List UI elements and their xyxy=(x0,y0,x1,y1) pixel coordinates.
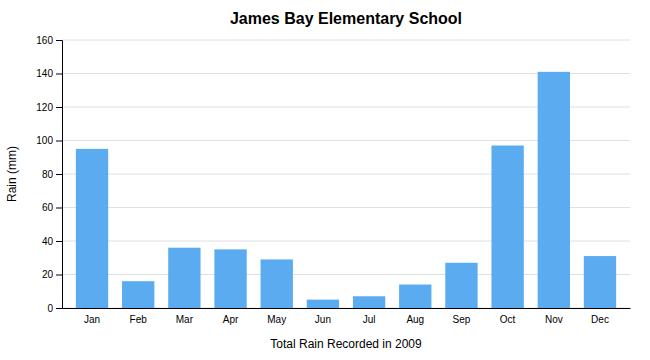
bar xyxy=(353,296,385,308)
tick-label: 160 xyxy=(36,35,53,46)
tick: Sep xyxy=(453,314,471,325)
tick-label: Apr xyxy=(223,314,239,325)
axis-line xyxy=(56,41,63,309)
tick-label: Nov xyxy=(545,314,563,325)
tick-label: 80 xyxy=(42,169,54,180)
tick-label: Feb xyxy=(130,314,148,325)
tick: 120 xyxy=(36,102,62,113)
tick-label: Mar xyxy=(176,314,194,325)
bar xyxy=(584,256,616,308)
tick-label: Jul xyxy=(363,314,376,325)
tick-mark xyxy=(56,241,62,242)
tick-label: Oct xyxy=(500,314,516,325)
bar xyxy=(214,249,246,308)
tick-label: May xyxy=(267,314,286,325)
tick-label: 120 xyxy=(36,102,53,113)
bar xyxy=(261,259,293,308)
tick-mark xyxy=(56,40,62,41)
tick-label: Sep xyxy=(453,314,471,325)
x-axis: Jan Feb Mar Apr May Jun Jul Aug Sep Oct Nov Dec xyxy=(63,309,631,326)
bar xyxy=(538,72,570,308)
tick-label: 40 xyxy=(42,236,54,247)
tick-label: Jun xyxy=(315,314,331,325)
tick: Jul xyxy=(363,314,376,325)
tick: 20 xyxy=(42,269,62,280)
bar xyxy=(307,300,339,308)
tick-label: 0 xyxy=(47,303,53,314)
tick-label: 60 xyxy=(42,202,54,213)
tick-label: Aug xyxy=(406,314,424,325)
y-label: Rain (mm) xyxy=(5,146,19,202)
tick-mark xyxy=(56,174,62,175)
tick: 160 xyxy=(36,35,62,46)
tick: 40 xyxy=(42,236,62,247)
tick-label: 100 xyxy=(36,135,53,146)
tick-label: 140 xyxy=(36,68,53,79)
plot-area: 020406080100120140160JanFebMarAprMayJunJ… xyxy=(36,35,630,325)
tick: Feb xyxy=(130,314,148,325)
bar xyxy=(445,263,477,308)
tick-mark xyxy=(56,275,62,276)
tick: Mar xyxy=(176,314,194,325)
bars xyxy=(76,72,616,308)
bar xyxy=(122,281,154,308)
tick: Nov xyxy=(545,314,563,325)
tick-mark xyxy=(56,208,62,209)
tick: 60 xyxy=(42,202,62,213)
tick: 100 xyxy=(36,135,62,146)
tick-label: Jan xyxy=(84,314,100,325)
chart: 020406080100120140160JanFebMarAprMayJunJ… xyxy=(0,0,650,360)
bar xyxy=(168,248,200,308)
x-label: Total Rain Recorded in 2009 xyxy=(270,337,422,351)
bar xyxy=(491,146,523,308)
tick-mark xyxy=(56,141,62,142)
tick-mark xyxy=(56,74,62,75)
bar xyxy=(399,285,431,308)
tick-mark xyxy=(56,308,62,309)
axis-line xyxy=(63,308,631,309)
tick-label: Dec xyxy=(591,314,609,325)
tick: Apr xyxy=(223,314,239,325)
tick: 0 xyxy=(47,303,62,314)
grid-line xyxy=(62,40,630,41)
tick-label: 20 xyxy=(42,269,54,280)
tick: 80 xyxy=(42,169,62,180)
tick: 140 xyxy=(36,68,62,79)
tick: Oct xyxy=(500,314,516,325)
grid xyxy=(62,40,630,308)
tick: May xyxy=(267,314,286,325)
tick: Jun xyxy=(315,314,331,325)
tick: Dec xyxy=(591,314,609,325)
y-axis: 0 20 40 60 80 100 120 140 160 xyxy=(36,35,62,314)
title: James Bay Elementary School xyxy=(230,10,462,27)
tick-mark xyxy=(56,107,62,108)
tick: Jan xyxy=(84,314,100,325)
bar xyxy=(76,149,108,308)
tick: Aug xyxy=(406,314,424,325)
